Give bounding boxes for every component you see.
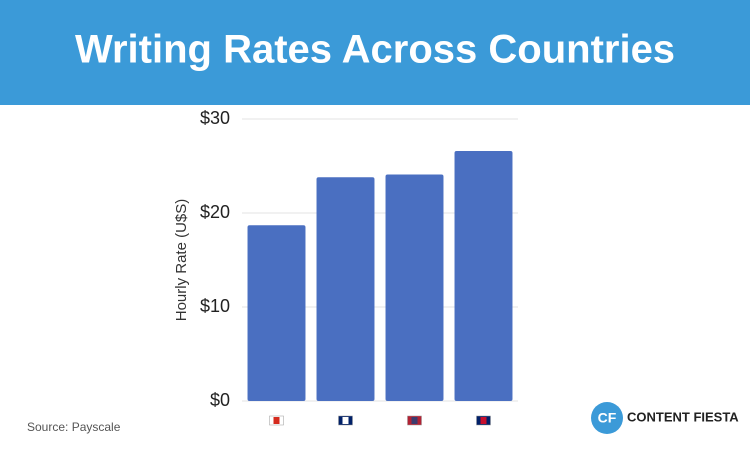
- bar: [316, 177, 375, 401]
- logo-circle: [591, 402, 623, 434]
- y-tick-label: $30: [200, 108, 230, 128]
- source: Source: Payscale: [27, 420, 121, 434]
- logo-mark: CF: [598, 410, 617, 426]
- flag-detail: [411, 417, 418, 424]
- page-title: Writing Rates Across Countries: [75, 28, 675, 72]
- y-tick-label: $20: [200, 202, 230, 222]
- bar: [247, 225, 306, 401]
- flag-detail: [273, 417, 280, 424]
- banner: [0, 0, 750, 105]
- bar: [454, 150, 513, 401]
- y-axis-label: Hourly Rate (U$S): [173, 199, 190, 322]
- bar: [385, 174, 444, 401]
- y-tick-label: $10: [200, 296, 230, 316]
- flag-detail: [342, 417, 349, 424]
- logo-text: CONTENT FIESTA: [627, 409, 739, 424]
- plot: $0 $10 $20 $30: [200, 108, 518, 426]
- flag-detail: [480, 417, 487, 424]
- y-tick-label: $0: [210, 390, 230, 410]
